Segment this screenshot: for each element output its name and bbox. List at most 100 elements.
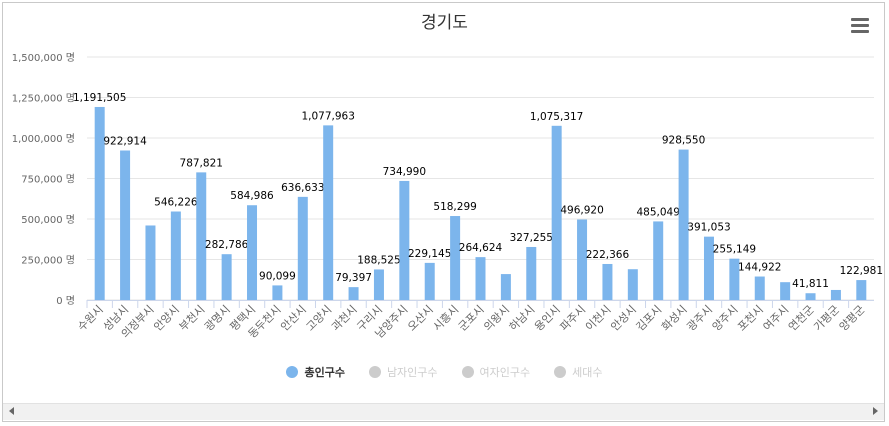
x-tick-label: 양평군 bbox=[837, 303, 868, 334]
bar[interactable] bbox=[551, 125, 562, 300]
x-tick-label: 군포시 bbox=[456, 303, 487, 334]
legend-label: 남자인구수 bbox=[386, 366, 438, 379]
bar[interactable] bbox=[170, 211, 181, 300]
bar[interactable] bbox=[577, 219, 588, 300]
legend-marker bbox=[286, 366, 299, 378]
data-label: 282,786 bbox=[205, 239, 249, 251]
arrow-right-icon[interactable] bbox=[873, 407, 878, 415]
legend-marker bbox=[461, 366, 474, 378]
data-label: 787,821 bbox=[180, 157, 223, 169]
bar[interactable] bbox=[399, 180, 410, 300]
x-tick-label: 시흥시 bbox=[430, 302, 461, 333]
data-label: 1,077,963 bbox=[301, 110, 354, 122]
x-tick-label: 파주시 bbox=[557, 303, 588, 334]
legend-label: 여자인구수 bbox=[479, 366, 531, 379]
x-tick-label: 포천시 bbox=[735, 302, 766, 333]
x-tick-label: 화성시 bbox=[659, 303, 690, 334]
data-label: 518,299 bbox=[433, 201, 476, 213]
bar[interactable] bbox=[196, 172, 207, 300]
x-tick-label: 부천시 bbox=[176, 302, 207, 333]
bar[interactable] bbox=[373, 269, 384, 300]
bar[interactable] bbox=[830, 289, 841, 300]
legend-marker bbox=[368, 366, 381, 378]
legend-label: 세대수 bbox=[572, 366, 603, 379]
legend-item[interactable]: 남자인구수 bbox=[368, 364, 438, 380]
bar[interactable] bbox=[526, 246, 537, 300]
x-tick-label: 이천시 bbox=[582, 302, 613, 333]
data-label: 90,099 bbox=[259, 270, 296, 282]
y-tick-label: 1,500,000 명 bbox=[12, 52, 75, 64]
hamburger-menu-icon[interactable] bbox=[851, 18, 869, 34]
bar[interactable] bbox=[780, 282, 791, 300]
x-tick-label: 고양시 bbox=[304, 303, 335, 334]
data-label: 391,053 bbox=[687, 222, 730, 234]
x-tick-label: 하남시 bbox=[506, 302, 537, 333]
x-tick-label: 광주시 bbox=[684, 303, 715, 334]
x-tick-label: 안성시 bbox=[608, 303, 639, 334]
y-tick-label: 0 명 bbox=[56, 295, 75, 307]
data-label: 1,075,317 bbox=[530, 111, 583, 123]
y-tick-label: 1,250,000 명 bbox=[12, 93, 75, 105]
x-tick-label: 과천시 bbox=[328, 302, 359, 333]
data-label: 734,990 bbox=[383, 166, 426, 178]
data-label: 928,550 bbox=[662, 135, 705, 147]
bar[interactable] bbox=[805, 293, 816, 300]
bar[interactable] bbox=[475, 257, 486, 300]
x-tick-label: 연천군 bbox=[785, 302, 816, 333]
x-tick-label: 안양시 bbox=[151, 303, 182, 334]
bar[interactable] bbox=[856, 280, 867, 300]
bar[interactable] bbox=[754, 276, 765, 300]
bar[interactable] bbox=[94, 106, 105, 300]
legend-marker bbox=[554, 366, 567, 378]
y-tick-label: 750,000 명 bbox=[21, 174, 75, 186]
bar[interactable] bbox=[247, 205, 258, 300]
data-label: 188,525 bbox=[357, 254, 400, 266]
bar[interactable] bbox=[272, 285, 283, 300]
bar[interactable] bbox=[323, 125, 334, 300]
bar[interactable] bbox=[450, 216, 461, 300]
data-label: 485,049 bbox=[636, 206, 679, 218]
bar[interactable] bbox=[120, 150, 131, 300]
x-tick-label: 여주시 bbox=[761, 303, 792, 334]
data-label: 79,397 bbox=[335, 272, 372, 284]
bar[interactable] bbox=[348, 287, 359, 300]
legend-item[interactable]: 총인구수 bbox=[286, 364, 345, 380]
data-label: 255,149 bbox=[713, 244, 756, 256]
x-tick-label: 양주시 bbox=[710, 303, 741, 334]
bar[interactable] bbox=[653, 221, 664, 300]
data-label: 122,981 bbox=[840, 265, 883, 277]
bar[interactable] bbox=[602, 263, 613, 300]
data-label: 1,191,505 bbox=[73, 92, 126, 104]
data-label: 222,366 bbox=[586, 249, 630, 261]
bar[interactable] bbox=[221, 254, 232, 300]
data-label: 636,633 bbox=[281, 182, 324, 194]
x-tick-label: 의왕시 bbox=[481, 303, 512, 334]
legend-item[interactable]: 세대수 bbox=[554, 364, 603, 380]
x-tick-label: 김포시 bbox=[634, 303, 665, 334]
bar-chart: 0 명 250,000 명 500,000 명 750,000 명 1,000,000 … bbox=[12, 52, 883, 341]
data-label: 144,922 bbox=[738, 262, 781, 274]
legend-item[interactable]: 여자인구수 bbox=[461, 364, 531, 380]
data-label: 41,811 bbox=[792, 278, 829, 290]
bar[interactable] bbox=[627, 269, 638, 300]
bar[interactable] bbox=[678, 149, 689, 300]
x-tick-label: 오산시 bbox=[405, 303, 436, 334]
bar[interactable] bbox=[500, 274, 511, 300]
chart-container bbox=[2, 2, 885, 422]
data-label: 229,145 bbox=[408, 248, 451, 260]
bar[interactable] bbox=[703, 236, 714, 300]
bar[interactable] bbox=[145, 225, 156, 300]
x-tick-label: 용인시 bbox=[532, 303, 563, 334]
y-tick-label: 500,000 명 bbox=[21, 214, 75, 226]
data-label: 327,255 bbox=[510, 232, 553, 244]
x-tick-label: 수원시 bbox=[75, 303, 106, 334]
bar[interactable] bbox=[297, 196, 308, 300]
arrow-left-icon[interactable] bbox=[9, 407, 14, 415]
bar[interactable] bbox=[729, 258, 740, 300]
horizontal-scrollbar[interactable] bbox=[3, 403, 884, 420]
y-tick-label: 1,000,000 명 bbox=[12, 133, 75, 145]
x-tick-label: 광명시 bbox=[202, 303, 233, 334]
bar[interactable] bbox=[424, 262, 435, 300]
data-label: 584,986 bbox=[230, 190, 274, 202]
x-tick-label: 가평군 bbox=[811, 303, 842, 334]
